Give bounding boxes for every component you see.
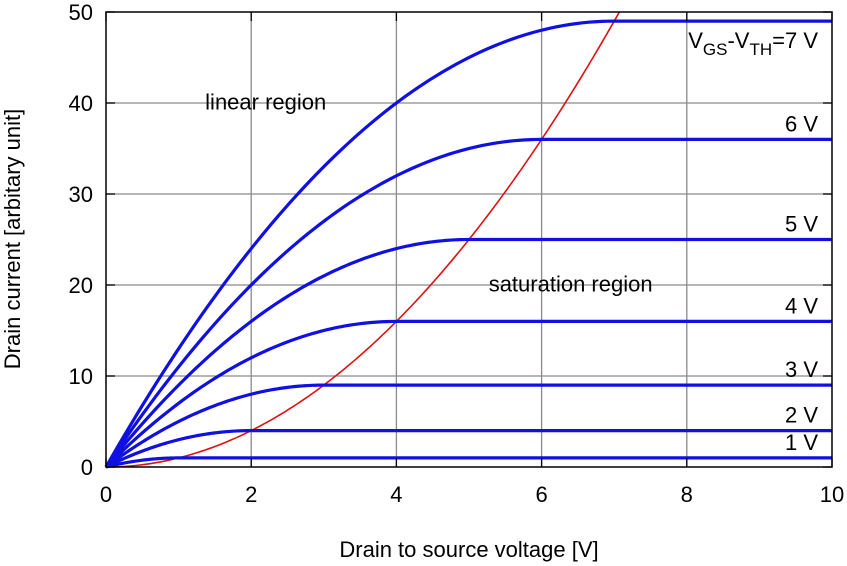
- label-part: =7 V: [772, 28, 818, 53]
- y-tick-label: 40: [69, 91, 93, 116]
- series-label: 4 V: [785, 293, 818, 318]
- x-tick-label: 0: [100, 482, 112, 507]
- y-tick-label: 50: [69, 0, 93, 25]
- series-label: 1 V: [785, 430, 818, 455]
- x-axis-label: Drain to source voltage [V]: [339, 537, 598, 562]
- y-tick-label: 10: [69, 364, 93, 389]
- series-labels: 1 V2 V 3 V 4 V 5 V 6 V VGS-VTH=7 V: [688, 28, 818, 455]
- region-annotation: linear region: [205, 89, 326, 114]
- y-tick-label: 20: [69, 273, 93, 298]
- x-tick-label: 10: [820, 482, 844, 507]
- curve-6v: [104, 137, 832, 468]
- series-label-top: VGS-VTH=7 V: [688, 28, 818, 59]
- x-tick-label: 4: [390, 482, 402, 507]
- curve-2v: [105, 429, 832, 469]
- subscript: GS: [703, 40, 728, 59]
- x-tick-label: 8: [681, 482, 693, 507]
- x-tick-label: 6: [535, 482, 547, 507]
- subscript: TH: [749, 40, 772, 59]
- tick-labels: 0 2 4 6 8 10 0 10 20 30 40 50: [69, 0, 845, 507]
- series-label: 2 V: [785, 403, 818, 428]
- series-label: 6 V: [785, 111, 818, 136]
- y-tick-label: 30: [69, 182, 93, 207]
- series-label: 3 V: [785, 357, 818, 382]
- label-part: -V: [727, 28, 749, 53]
- series-label: 5 V: [785, 212, 818, 237]
- y-tick-label: 0: [81, 455, 93, 480]
- saturation-boundary: [105, 11, 620, 468]
- y-axis-label: Drain current [arbitary unit]: [0, 109, 25, 369]
- curve-3v: [105, 383, 832, 469]
- tick-marks: [105, 11, 833, 468]
- boundary-curve: [105, 11, 620, 468]
- curve-4v: [104, 319, 832, 469]
- plot-frame: [105, 11, 833, 468]
- x-tick-label: 2: [245, 482, 257, 507]
- label-part: V: [688, 28, 703, 53]
- curve-1v: [105, 456, 832, 469]
- curve-7v: [104, 19, 832, 468]
- curve-5v: [104, 237, 832, 469]
- region-annotation: saturation region: [489, 271, 653, 296]
- annotations: linear region saturation region: [205, 89, 652, 296]
- grid-lines: [106, 12, 832, 467]
- curve-group: [104, 19, 832, 469]
